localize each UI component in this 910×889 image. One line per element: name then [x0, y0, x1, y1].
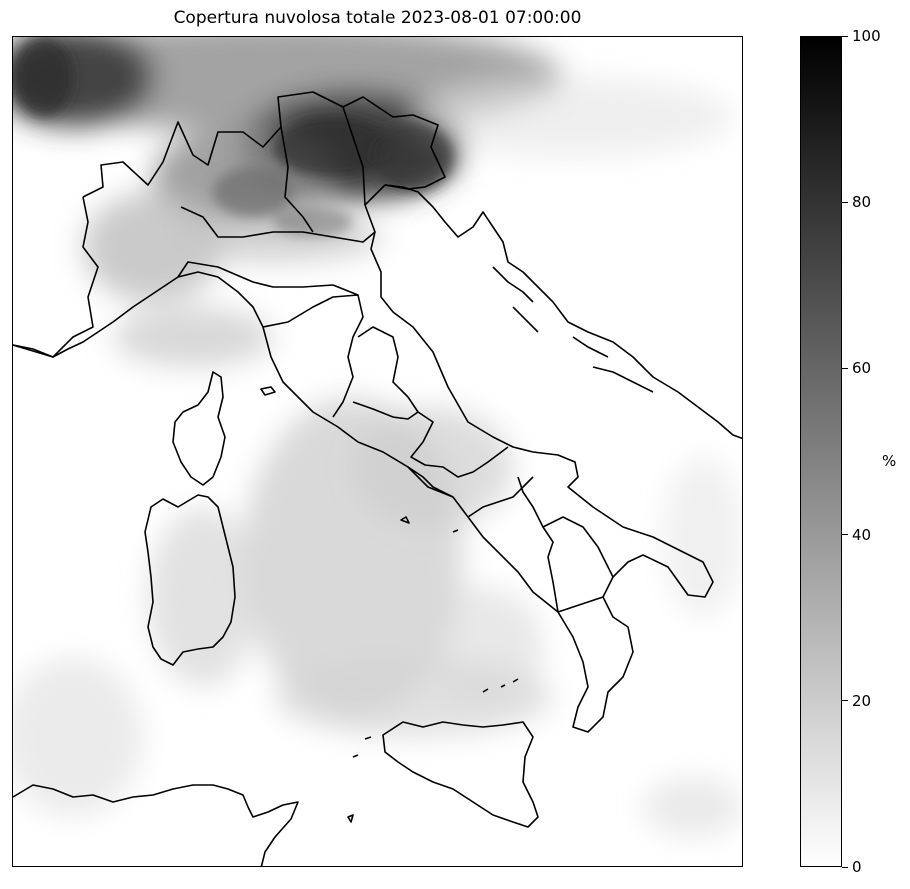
colorbar-tick-mark — [842, 36, 848, 37]
regional-border-umbria — [352, 326, 419, 420]
colorbar-tick-label: 40 — [852, 526, 872, 544]
sicily — [382, 721, 539, 828]
regional-border-ligur — [177, 261, 359, 296]
adriatic-islands — [492, 266, 654, 393]
colorbar-tick-label: 20 — [852, 692, 872, 710]
italy-coastline — [13, 91, 714, 733]
tunisia-islands — [347, 814, 354, 823]
africa-coastline — [13, 784, 299, 866]
regional-border-lazio — [407, 466, 454, 498]
colorbar-tick-mark — [842, 368, 848, 369]
corsica — [172, 371, 226, 486]
regional-border-basilicata — [542, 516, 614, 578]
colorbar-tick-label: 100 — [852, 27, 881, 45]
regional-border-abruzzo — [410, 411, 509, 478]
colorbar-tick-mark — [842, 700, 848, 701]
colorbar-tick-label: 80 — [852, 193, 872, 211]
colorbar-tick-mark — [842, 202, 848, 203]
colorbar — [800, 36, 842, 867]
cloud-cover-map — [13, 37, 742, 866]
boundaries — [13, 91, 742, 866]
colorbar-tick-mark — [842, 534, 848, 535]
elba — [260, 386, 276, 396]
regional-border-puglia — [517, 476, 559, 613]
regional-border-north — [180, 206, 376, 243]
regional-border-campania — [467, 476, 534, 518]
sardinia — [144, 494, 236, 666]
colorbar-tick-label: 0 — [852, 858, 862, 876]
regional-border-north-3 — [342, 106, 366, 206]
sicily-islands — [352, 736, 372, 758]
map-title: Copertura nuvolosa totale 2023-08-01 07:… — [173, 8, 582, 28]
cloud-field-detail — [13, 37, 453, 237]
colorbar-tick-label: 60 — [852, 359, 872, 377]
capri-ischia — [400, 516, 459, 533]
map-panel[interactable] — [12, 36, 743, 867]
adriatic-east-coast — [384, 184, 742, 440]
regional-border-north-2 — [280, 126, 314, 233]
alpine-border — [13, 196, 99, 358]
colorbar-tick-mark — [842, 867, 848, 868]
colorbar-unit-label: % — [882, 452, 897, 470]
aeolian-islands — [482, 678, 519, 693]
regional-border-calabria — [557, 596, 604, 613]
regional-border-central — [262, 294, 364, 418]
